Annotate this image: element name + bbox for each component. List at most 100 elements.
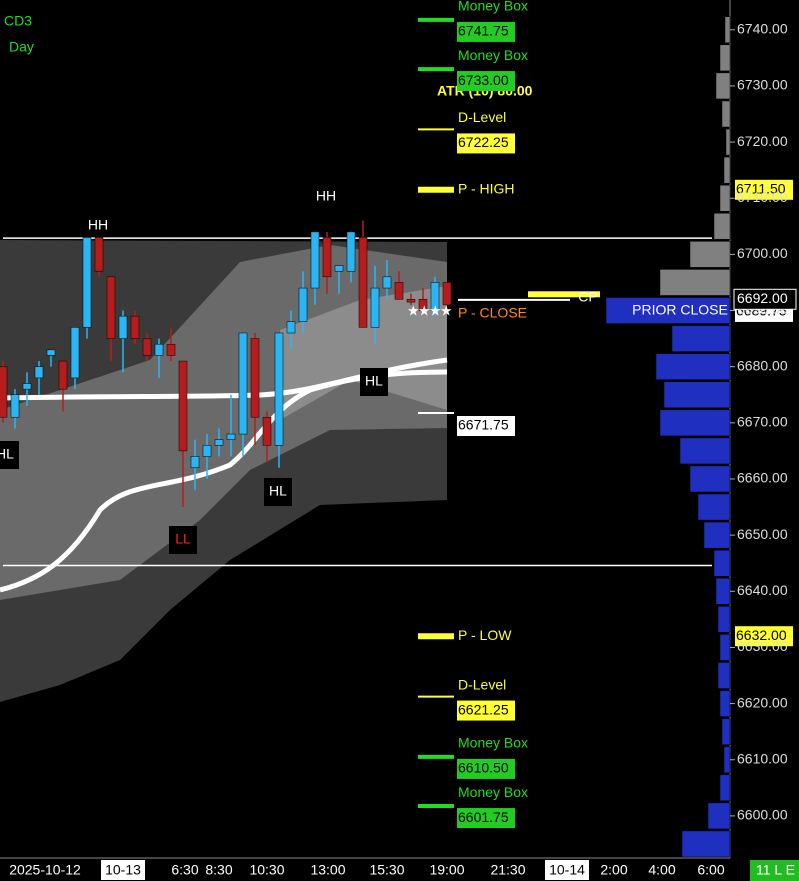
level-name: P - CLOSE bbox=[458, 305, 527, 321]
profile-bar bbox=[689, 465, 731, 493]
star-marker: ★ bbox=[418, 303, 431, 319]
profile-bar bbox=[724, 16, 731, 44]
profile-bar bbox=[719, 184, 731, 212]
profile-bar bbox=[703, 521, 731, 549]
level-value-box bbox=[457, 21, 515, 42]
profile-bar bbox=[671, 325, 731, 352]
x-tick-label: 4:00 bbox=[648, 862, 675, 878]
axis-tag: 6632.00 bbox=[736, 627, 787, 643]
axis-tag-box bbox=[735, 179, 793, 200]
candle-body bbox=[166, 343, 176, 356]
y-tick-label: 6610.00 bbox=[737, 750, 788, 766]
annotation: PRIOR CLOSE bbox=[632, 302, 728, 318]
candle-body bbox=[430, 282, 440, 311]
annotation-box bbox=[169, 526, 197, 554]
profile-bar bbox=[723, 746, 731, 774]
star-marker: ★ bbox=[429, 303, 442, 319]
level-value: 6671.75 bbox=[458, 417, 509, 433]
annotation: HH bbox=[88, 217, 108, 233]
candle-body bbox=[190, 456, 200, 468]
profile-bar bbox=[719, 634, 731, 661]
candle-body bbox=[358, 237, 368, 328]
candle-body bbox=[334, 265, 344, 272]
chart-subtitle: Day bbox=[9, 39, 34, 55]
candle-body bbox=[214, 439, 224, 446]
level-value: 6601.75 bbox=[458, 809, 509, 825]
level-name: D-Level bbox=[458, 109, 506, 125]
candle-body bbox=[394, 282, 404, 300]
level-value-box bbox=[457, 700, 515, 721]
y-tick-label: 6710.00 bbox=[737, 189, 788, 205]
candle-body bbox=[298, 287, 308, 322]
annotation: HL bbox=[365, 373, 383, 389]
candle-body bbox=[286, 321, 296, 334]
cp-marker bbox=[528, 291, 600, 298]
profile-bar bbox=[681, 830, 731, 858]
annotation: HH bbox=[316, 188, 336, 204]
candle-body bbox=[238, 332, 248, 435]
profile-bar bbox=[713, 213, 731, 240]
profile-bar bbox=[715, 577, 731, 605]
profile-bar bbox=[725, 128, 731, 156]
x-tick-label: 13:00 bbox=[310, 862, 345, 878]
candle-body bbox=[0, 366, 8, 418]
last-price-box bbox=[733, 288, 797, 310]
chart-title: CD3 bbox=[4, 13, 32, 29]
profile-bar bbox=[605, 297, 731, 324]
annotation: HL bbox=[0, 446, 14, 462]
candle-body bbox=[178, 360, 188, 452]
level-value-box bbox=[457, 415, 515, 436]
average-line bbox=[0, 369, 448, 593]
profile-bar bbox=[719, 690, 731, 717]
profile-bar bbox=[659, 269, 731, 296]
level-value: 6610.50 bbox=[458, 760, 509, 776]
profile-bar bbox=[721, 100, 731, 128]
annotation: LL bbox=[175, 531, 191, 547]
candle-body bbox=[142, 338, 152, 356]
candle-body bbox=[274, 332, 284, 446]
y-tick-label: 6680.00 bbox=[737, 357, 788, 373]
x-tick-label: 10-13 bbox=[105, 862, 141, 878]
y-tick-label: 6650.00 bbox=[737, 526, 788, 542]
y-tick-label: 6600.00 bbox=[737, 807, 788, 823]
star-marker: ★ bbox=[407, 303, 420, 319]
candle-body bbox=[250, 338, 260, 418]
level-value-box bbox=[457, 133, 515, 154]
profile-bar bbox=[689, 241, 731, 268]
y-tick-label: 6670.00 bbox=[737, 414, 788, 430]
candle-body bbox=[22, 383, 32, 390]
level-name: P - LOW bbox=[458, 627, 512, 643]
axis-tag-box bbox=[735, 626, 793, 647]
profile-bar bbox=[707, 802, 731, 830]
level-name: Money Box bbox=[458, 735, 528, 751]
annotation: HL bbox=[269, 483, 287, 499]
x-tick-label: 8:30 bbox=[205, 862, 232, 878]
x-tick-label: 10-14 bbox=[549, 862, 585, 878]
candle-body bbox=[202, 445, 212, 457]
x-label-box bbox=[545, 860, 589, 880]
candle-body bbox=[406, 299, 416, 303]
profile-bar bbox=[663, 381, 731, 409]
profile-bar bbox=[721, 718, 731, 745]
level-value: 6733.00 bbox=[458, 72, 509, 88]
x-tick-label: 15:30 bbox=[369, 862, 404, 878]
candle-body bbox=[310, 231, 320, 289]
profile-bar bbox=[713, 549, 731, 577]
profile-bar bbox=[715, 72, 731, 100]
candle-body bbox=[34, 366, 44, 379]
profile-bar bbox=[697, 493, 731, 521]
candle-body bbox=[346, 231, 356, 272]
level-name: Money Box bbox=[458, 0, 528, 14]
level-value: 6722.25 bbox=[458, 134, 509, 150]
candle-body bbox=[58, 360, 68, 390]
candle-body bbox=[370, 287, 380, 328]
x-tick-label: 21:30 bbox=[490, 862, 525, 878]
profile-bar bbox=[719, 44, 731, 72]
x-tick-label: 6:00 bbox=[697, 862, 724, 878]
status-label: 11 L E bbox=[756, 862, 795, 878]
candle-body bbox=[322, 237, 332, 278]
axis-tag: 6711.50 bbox=[736, 180, 786, 196]
level-value-box bbox=[457, 71, 515, 92]
level-name: P - HIGH bbox=[458, 180, 515, 196]
